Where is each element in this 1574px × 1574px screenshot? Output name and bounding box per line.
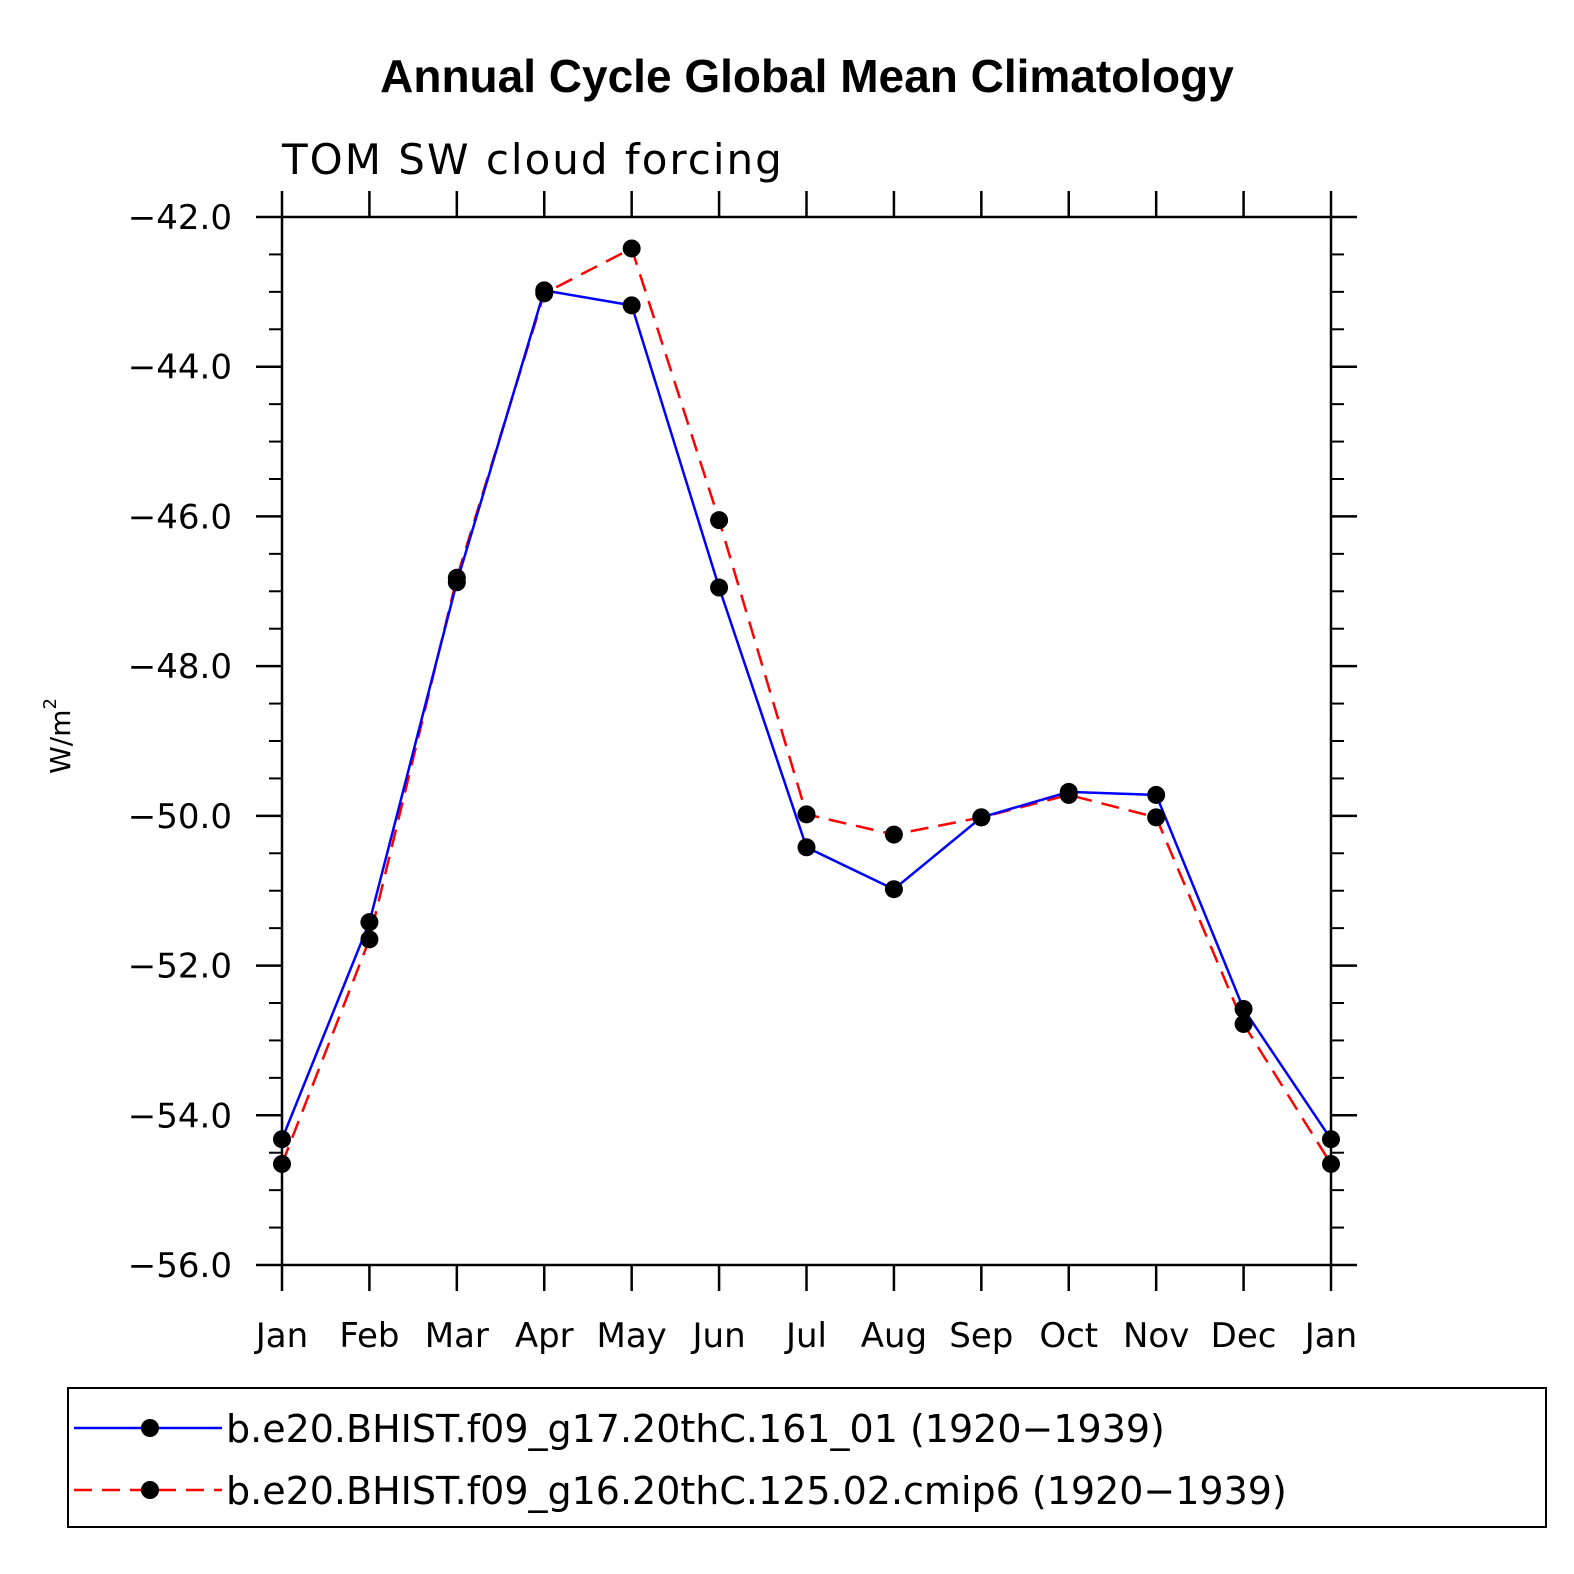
- y-tick-label: −48.0: [128, 647, 232, 687]
- y-tick-label: −50.0: [128, 797, 232, 837]
- series-line-2: [280, 246, 1333, 1165]
- series-2-point: [273, 1154, 291, 1173]
- chart-title: Annual Cycle Global Mean Climatology: [380, 50, 1234, 102]
- y-tick-label: −42.0: [128, 198, 232, 238]
- y-tick-label: −44.0: [128, 348, 232, 388]
- series-2-point: [972, 808, 991, 827]
- x-tick-label: Dec: [1211, 1316, 1277, 1356]
- y-tick-label: −54.0: [128, 1096, 232, 1136]
- series-2-point: [535, 284, 554, 303]
- x-tick-labels: Jan Feb Mar Apr May Jun Jul Aug Sep Oct Nov Dec Jan: [254, 1316, 1357, 1356]
- series-2-point: [710, 511, 729, 530]
- x-tick-label: Sep: [949, 1316, 1013, 1356]
- series-2-point: [447, 568, 466, 587]
- series-2-point: [884, 825, 903, 844]
- x-tick-label: Jun: [691, 1316, 746, 1356]
- x-tick-label: Jan: [1303, 1316, 1357, 1356]
- legend-marker-series-2: [141, 1481, 159, 1499]
- series-1-point: [360, 913, 379, 932]
- legend-label-series-2: b.e20.BHIST.f09_g16.20thC.125.02.cmip6 (…: [226, 1469, 1287, 1513]
- y-tick-labels: −42.0 −44.0 −46.0 −48.0 −50.0 −52.0 −54.0 −56.0: [128, 198, 232, 1286]
- axis-ticks: [256, 191, 1357, 1291]
- plot-frame: [280, 215, 1333, 1267]
- x-tick-label: Jul: [784, 1316, 827, 1356]
- x-tick-label: Jan: [254, 1316, 308, 1356]
- series-2-point: [360, 930, 379, 949]
- series-2-point: [797, 805, 816, 824]
- y-axis-label-superscript: 2: [40, 698, 61, 709]
- y-axis-label-text: W/m: [44, 710, 77, 774]
- series-2-point: [622, 239, 641, 258]
- x-tick-label: Mar: [425, 1316, 489, 1356]
- x-tick-label: Nov: [1123, 1316, 1189, 1356]
- chart-subtitle: TOM SW cloud forcing: [281, 135, 784, 184]
- series-1-point: [622, 296, 641, 315]
- series-1-point: [1147, 785, 1166, 804]
- series-1-point: [1234, 999, 1253, 1018]
- y-axis-label: W/m2: [40, 698, 77, 774]
- series-1-point: [273, 1130, 291, 1149]
- x-tick-label: Oct: [1039, 1316, 1098, 1356]
- series-2-point: [1147, 808, 1166, 827]
- x-tick-label: Aug: [861, 1316, 927, 1356]
- series-2-point: [1059, 785, 1078, 804]
- series-1-point: [1322, 1130, 1340, 1149]
- svg-text:W/m2: W/m2: [40, 698, 77, 774]
- y-tick-label: −56.0: [128, 1246, 232, 1286]
- series-2-point: [1322, 1154, 1340, 1173]
- legend-box: [67, 1387, 1547, 1528]
- series-2-point: [1234, 1014, 1253, 1033]
- y-tick-label: −52.0: [128, 947, 232, 987]
- series-1-point: [797, 838, 816, 857]
- y-tick-label: −46.0: [128, 497, 232, 537]
- legend: b.e20.BHIST.f09_g17.20thC.161_01 (1920−1…: [67, 1387, 1547, 1528]
- legend-label-series-1: b.e20.BHIST.f09_g17.20thC.161_01 (1920−1…: [226, 1407, 1165, 1451]
- series-1-point: [710, 578, 729, 597]
- x-tick-label: Apr: [515, 1316, 574, 1356]
- series-1-point: [884, 880, 903, 899]
- x-tick-label: Feb: [339, 1316, 399, 1356]
- series-line-1: [280, 288, 1333, 1140]
- legend-marker-series-1: [141, 1419, 159, 1437]
- x-tick-label: May: [597, 1316, 667, 1356]
- series-layer: [273, 239, 1340, 1173]
